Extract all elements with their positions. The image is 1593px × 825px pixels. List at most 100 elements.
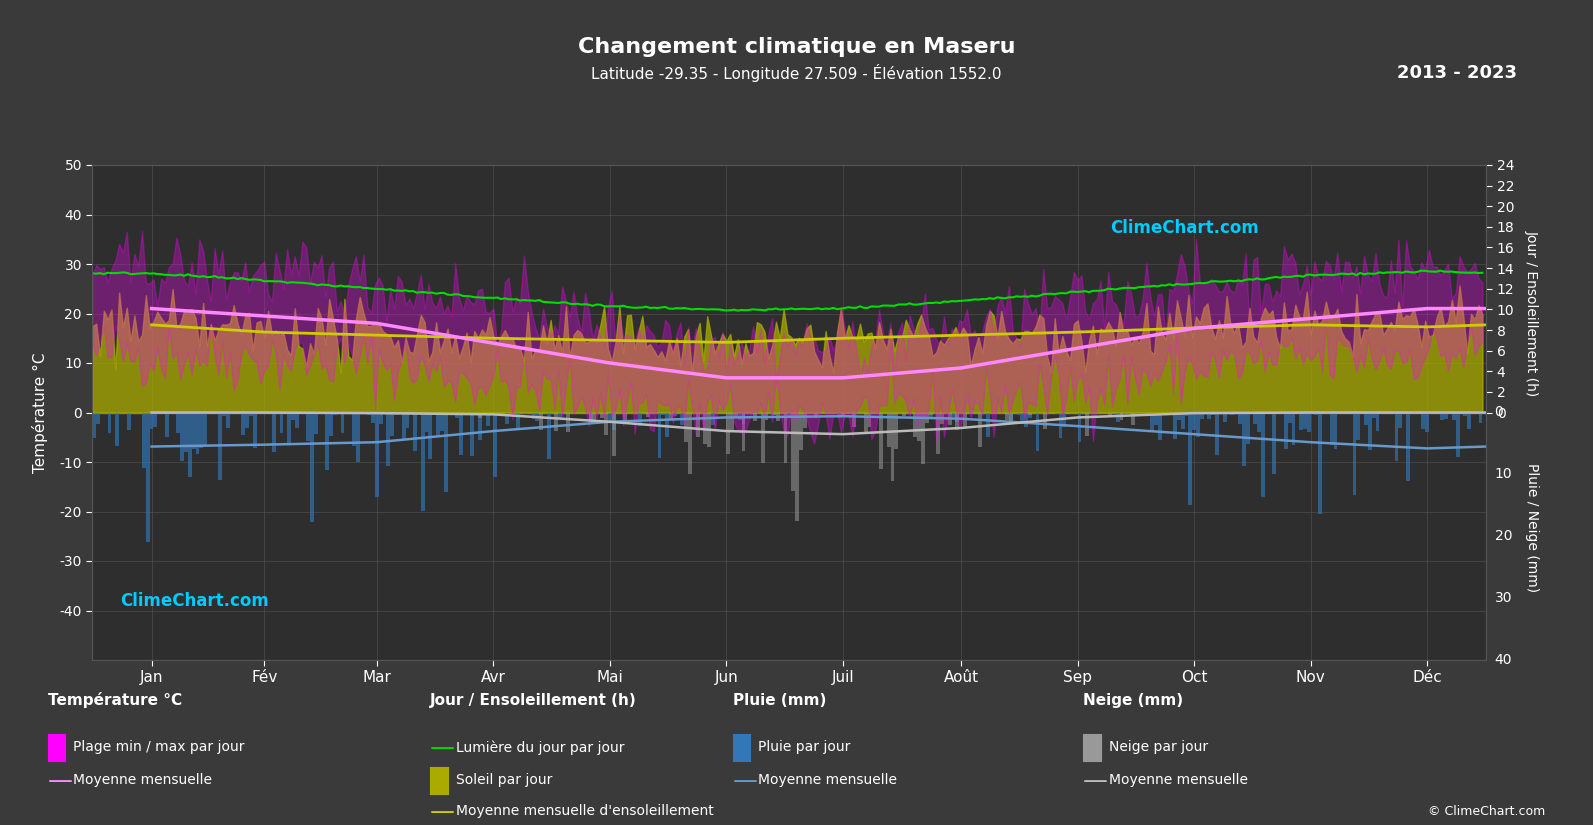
Bar (1085, 412, 1090, 414)
Bar (292, 412, 295, 421)
Bar (177, 412, 180, 433)
Bar (1085, 412, 1090, 436)
Bar (623, 412, 628, 422)
Bar (379, 412, 382, 424)
Bar (218, 412, 223, 480)
Bar (956, 412, 959, 430)
Bar (704, 412, 707, 445)
Bar (401, 412, 406, 440)
Bar (421, 412, 425, 511)
Bar (894, 412, 898, 450)
Text: © ClimeChart.com: © ClimeChart.com (1427, 805, 1545, 818)
Bar (879, 412, 883, 469)
Text: Jour / Ensoleillement (h): Jour / Ensoleillement (h) (430, 693, 637, 709)
Bar (1254, 412, 1257, 424)
Bar (494, 412, 497, 478)
Text: Moyenne mensuelle d'ensoleillement: Moyenne mensuelle d'ensoleillement (456, 804, 714, 818)
Bar (1180, 412, 1185, 414)
Bar (444, 412, 448, 493)
Bar (333, 412, 336, 416)
Bar (913, 412, 918, 436)
Bar (1375, 412, 1380, 431)
Bar (497, 412, 502, 414)
Bar (1059, 412, 1063, 438)
Bar (451, 412, 456, 415)
Bar (1451, 412, 1456, 420)
Bar (524, 412, 527, 413)
Bar (773, 412, 776, 416)
Bar (742, 412, 746, 424)
Bar (688, 412, 691, 474)
Bar (902, 412, 906, 416)
Bar (371, 412, 374, 423)
Y-axis label: Température °C: Température °C (32, 352, 48, 473)
Bar (245, 412, 249, 428)
Bar (223, 412, 226, 416)
Bar (669, 412, 672, 420)
Text: 30: 30 (1494, 592, 1512, 605)
Bar (298, 412, 303, 413)
Bar (1005, 412, 1008, 420)
Bar (180, 412, 185, 461)
Text: Pluie par jour: Pluie par jour (758, 741, 851, 754)
Bar (707, 412, 710, 447)
Bar (96, 412, 100, 424)
Bar (937, 412, 940, 455)
Text: Neige (mm): Neige (mm) (1083, 693, 1184, 709)
Bar (226, 412, 229, 428)
Bar (516, 412, 519, 428)
Bar (1319, 412, 1322, 514)
Bar (1300, 412, 1303, 430)
Bar (374, 412, 379, 497)
Bar (1215, 412, 1219, 455)
Bar (429, 412, 432, 460)
Bar (1356, 412, 1360, 440)
Bar (1109, 412, 1112, 416)
Bar (1394, 412, 1399, 460)
Bar (1008, 412, 1013, 421)
Text: Soleil par jour: Soleil par jour (456, 774, 551, 787)
Bar (1306, 412, 1311, 431)
Bar (604, 412, 609, 436)
Bar (918, 412, 921, 441)
Bar (1440, 412, 1445, 421)
Bar (730, 412, 734, 431)
Bar (287, 412, 292, 446)
Bar (940, 412, 945, 423)
Text: Moyenne mensuelle: Moyenne mensuelle (1109, 774, 1247, 787)
Text: Pluie / Neige (mm): Pluie / Neige (mm) (1525, 464, 1539, 592)
Bar (393, 412, 398, 415)
Text: Jour / Ensoleillement (h): Jour / Ensoleillement (h) (1525, 230, 1539, 397)
Text: —: — (430, 736, 456, 761)
Bar (566, 412, 570, 432)
Bar (108, 412, 112, 433)
Bar (456, 412, 459, 418)
Bar (685, 412, 688, 441)
Bar (836, 412, 841, 417)
Bar (726, 412, 730, 454)
Bar (765, 412, 768, 421)
Bar (1172, 412, 1177, 439)
Bar (390, 412, 393, 436)
Text: Changement climatique en Maseru: Changement climatique en Maseru (578, 37, 1015, 57)
Bar (1456, 412, 1459, 457)
Bar (1445, 412, 1448, 419)
Bar (784, 412, 787, 463)
Bar (1192, 412, 1196, 430)
Bar (1287, 412, 1292, 423)
Bar (1303, 412, 1306, 429)
Bar (601, 412, 604, 418)
Bar (199, 412, 204, 448)
Bar (253, 412, 256, 448)
Text: 20: 20 (1494, 530, 1512, 543)
Bar (814, 412, 817, 418)
Bar (191, 412, 196, 449)
Bar (852, 412, 855, 427)
Bar (738, 412, 742, 420)
Bar (1196, 412, 1200, 437)
Bar (1284, 412, 1287, 449)
Bar (634, 412, 639, 413)
Bar (1066, 412, 1070, 414)
Text: —: — (733, 769, 758, 794)
Bar (589, 412, 593, 424)
